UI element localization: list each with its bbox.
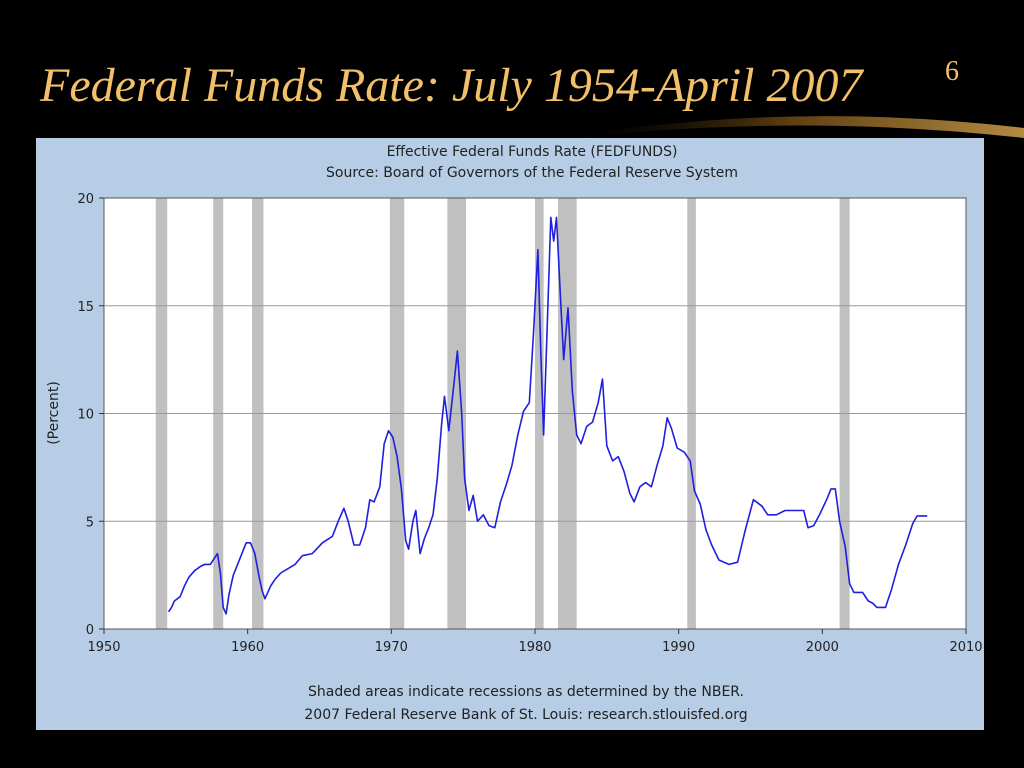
chart-subtitle: Source: Board of Governors of the Federa… — [326, 165, 738, 181]
y-tick-label: 15 — [77, 300, 94, 315]
decorative-swoosh — [560, 116, 1024, 140]
slide-title: Federal Funds Rate: July 1954-April 2007 — [40, 59, 863, 112]
x-tick-label: 1950 — [87, 640, 120, 655]
chart-title: Effective Federal Funds Rate (FEDFUNDS) — [387, 144, 678, 160]
x-tick-label: 1980 — [518, 640, 551, 655]
x-tick-label: 1960 — [231, 640, 264, 655]
fedfunds-series-line — [167, 216, 928, 615]
y-axis-label: (Percent) — [46, 381, 62, 445]
chart-panel: Effective Federal Funds Rate (FEDFUNDS) … — [36, 138, 984, 730]
footnote-recessions: Shaded areas indicate recessions as dete… — [308, 684, 744, 700]
x-tick-label: 1970 — [375, 640, 408, 655]
slide-number: 6 — [945, 56, 959, 87]
x-tick-label: 2000 — [806, 640, 839, 655]
y-tick-label: 10 — [77, 408, 94, 423]
x-tick-label: 2010 — [949, 640, 982, 655]
y-tick-label: 5 — [86, 515, 94, 530]
y-tick-label: 0 — [86, 623, 94, 638]
fed-funds-chart: Effective Federal Funds Rate (FEDFUNDS) … — [46, 144, 983, 723]
footnote-copyright: 2007 Federal Reserve Bank of St. Louis: … — [304, 707, 747, 723]
x-tick-label: 1990 — [662, 640, 695, 655]
y-tick-label: 20 — [77, 192, 94, 207]
